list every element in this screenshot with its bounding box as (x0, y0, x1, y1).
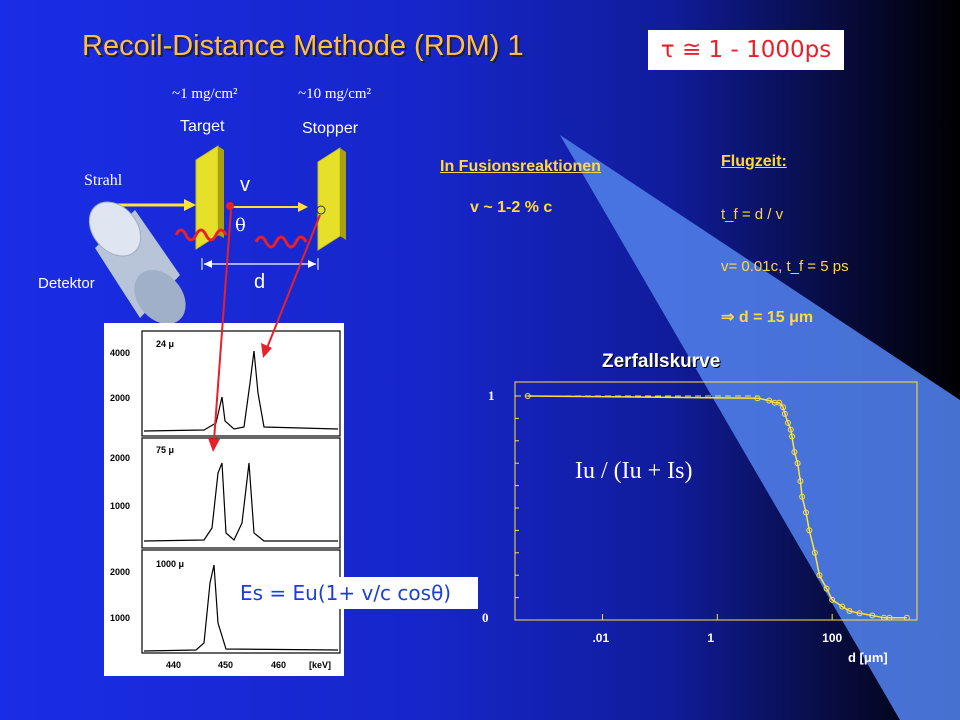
decay-fit-curve (527, 395, 907, 619)
decay-xtick: .01 (592, 631, 609, 645)
spectrum-xtick-1: 450 (218, 660, 233, 670)
gamma-ray-target (174, 228, 228, 242)
beam-label: Strahl (84, 172, 123, 189)
panel1-ytick-0: 4000 (110, 348, 130, 358)
spectrum-svg: 24 μ 4000 2000 75 μ 2000 1000 1000 μ 200… (110, 330, 341, 670)
panel3-ytick-1: 1000 (110, 613, 130, 623)
page-title: Recoil-Distance Methode (RDM) 1 (82, 30, 524, 62)
decay-data-point (524, 393, 531, 399)
decay-data-point (789, 433, 796, 440)
spectrum-trace-3 (143, 564, 339, 652)
decay-data-point (869, 612, 876, 619)
flight-result: ⇒ d = 15 μm (721, 309, 814, 326)
decay-data-point (839, 603, 846, 610)
decay-xtick: 100 (822, 631, 842, 645)
theta-label: θ (235, 215, 246, 236)
energy-formula: Es = Eu(1+ v/c cosθ) (234, 577, 478, 609)
detector-icon (88, 201, 186, 324)
decay-data-point (886, 614, 893, 621)
spectrum-xunit: [keV] (309, 660, 331, 670)
decay-data-point (881, 614, 888, 621)
decay-data-point (791, 449, 798, 455)
spectrum-xtick-2: 460 (271, 660, 286, 670)
distance-label: d (254, 271, 266, 293)
panel3-ytick-0: 2000 (110, 567, 130, 577)
stopper-label: Stopper (302, 120, 359, 137)
spectrum-xtick-0: 440 (166, 660, 181, 670)
decay-data-point (811, 549, 818, 556)
panel2-ytick-0: 2000 (110, 453, 130, 463)
decay-data-point (766, 397, 773, 404)
decay-data-point (846, 608, 853, 615)
panel-label-2: 75 μ (156, 445, 174, 455)
spectrum-trace-2 (143, 462, 338, 542)
decay-data-point (816, 572, 823, 579)
decay-data-point (787, 426, 794, 433)
decay-data-point (797, 478, 804, 485)
intensity-ratio-label: Iu / (Iu + Is) (575, 458, 693, 484)
panel2-ytick-1: 1000 (110, 501, 130, 511)
decay-data-point (776, 399, 783, 406)
decay-xtick: 1 (707, 631, 714, 645)
decay-data-point (794, 460, 801, 467)
stopper-density: ~10 mg/cm² (298, 86, 372, 102)
decay-data-point (856, 610, 863, 617)
velocity-label: v (240, 174, 250, 196)
decay-data-point (784, 419, 791, 426)
target-label: Target (180, 118, 225, 135)
decay-plot-frame (514, 381, 918, 621)
decay-data-point (754, 395, 761, 402)
highlight-cone (560, 135, 960, 720)
flight-example: v= 0.01c, t_f = 5 ps (721, 258, 849, 275)
decay-ytick-0: 0 (482, 610, 489, 625)
target-density: ~1 mg/cm² (172, 86, 238, 102)
decay-data-point (903, 614, 910, 621)
panel-label-1: 24 μ (156, 339, 174, 349)
decay-data-point (802, 509, 809, 516)
decay-data-point (799, 493, 806, 500)
panel-label-3: 1000 μ (156, 559, 184, 569)
decay-xlabel: d [μm] (848, 650, 888, 665)
fusion-velocity: v ~ 1-2 % c (470, 199, 553, 216)
panel1-ytick-1: 2000 (110, 393, 130, 403)
flight-heading: Flugzeit: (721, 153, 787, 170)
decay-data-point (806, 527, 813, 534)
lifetime-range-box: τ ≅ 1 - 1000ps (648, 30, 844, 70)
flight-formula: t_f = d / v (721, 206, 784, 223)
decay-data-point (781, 410, 788, 417)
decay-minor-ticks (515, 395, 519, 621)
decay-data-point (829, 596, 836, 603)
decay-data-point (823, 585, 830, 592)
decay-data-point (780, 404, 787, 411)
decay-ytick-1: 1 (488, 388, 495, 403)
gamma-spectrum-panel: 24 μ 4000 2000 75 μ 2000 1000 1000 μ 200… (104, 323, 344, 676)
gamma-ray-stopper (254, 235, 308, 249)
spectrum-trace-1 (143, 350, 339, 432)
decay-chart: 1 0 .01 1 100 d [μm] (482, 381, 918, 665)
fusion-heading: In Fusionsreaktionen (440, 158, 601, 175)
decay-title: Zerfallskurve (602, 351, 721, 372)
decay-points (524, 393, 910, 621)
detector-label: Detektor (38, 275, 95, 292)
